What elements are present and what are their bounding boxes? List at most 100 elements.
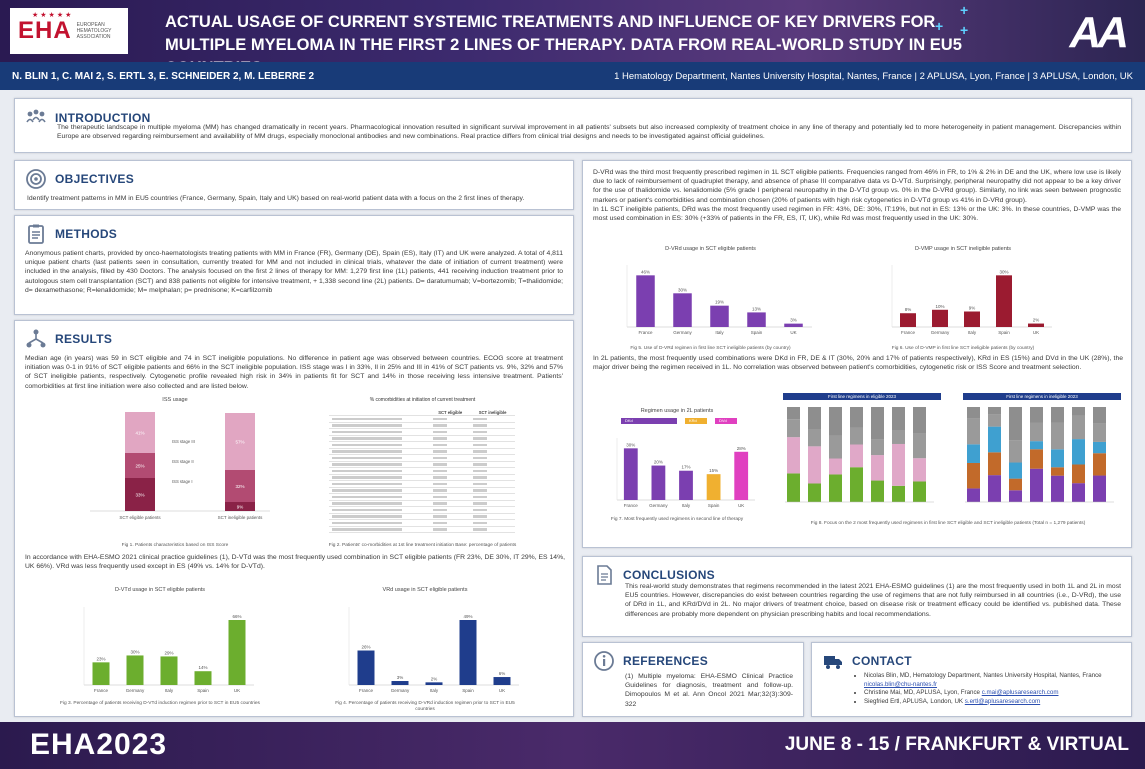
contact-item: Nicolas Blin, MD, Hematology Department,… bbox=[864, 672, 1121, 689]
stack-segment bbox=[871, 439, 884, 456]
section-title: CONCLUSIONS bbox=[623, 568, 715, 582]
data-label: 9% bbox=[969, 306, 976, 311]
tick-label: France bbox=[94, 688, 109, 693]
stack-segment bbox=[850, 444, 863, 468]
table-cell bbox=[470, 513, 515, 520]
data-label: 15% bbox=[709, 468, 718, 473]
table-cell bbox=[430, 461, 471, 468]
bar bbox=[996, 275, 1012, 327]
bar bbox=[784, 323, 803, 327]
stack-segment bbox=[787, 473, 800, 502]
table-cell bbox=[430, 454, 471, 462]
tick-label: UK bbox=[499, 688, 505, 693]
table-cell bbox=[329, 422, 431, 429]
figure-title: D-VMP usage in SCT ineligible patients bbox=[914, 246, 1012, 252]
table-cell bbox=[329, 513, 431, 520]
plus-decoration-icon: + bbox=[960, 2, 969, 18]
stack-segment bbox=[1030, 441, 1043, 450]
stack-segment bbox=[1051, 407, 1064, 423]
stack-segment bbox=[1030, 422, 1043, 442]
stack-segment bbox=[1093, 423, 1106, 442]
contact-panel: CONTACT Nicolas Blin, MD, Hematology Dep… bbox=[811, 642, 1132, 717]
table-cell bbox=[470, 487, 515, 494]
stack-segment bbox=[1009, 407, 1022, 441]
regimen-chip: KRd bbox=[685, 418, 707, 424]
table-cell bbox=[470, 461, 515, 468]
figure-title: % comorbidities at initiation of current… bbox=[369, 397, 476, 403]
data-label: 49% bbox=[463, 614, 472, 619]
info-icon bbox=[594, 651, 614, 671]
eligible-stacked-chart bbox=[785, 407, 934, 503]
section-title: CONTACT bbox=[852, 654, 912, 668]
section-title: INTRODUCTION bbox=[55, 111, 151, 125]
section-header: METHODS bbox=[25, 223, 563, 245]
data-label: 32% bbox=[235, 484, 244, 489]
stack-segment bbox=[967, 462, 980, 489]
data-label: 30% bbox=[678, 287, 687, 292]
network-icon bbox=[26, 329, 46, 348]
stack-segment bbox=[225, 413, 255, 470]
tick-label: France bbox=[359, 688, 374, 693]
stack-segment bbox=[967, 407, 980, 419]
data-label: 25% bbox=[135, 464, 144, 469]
table-row bbox=[329, 467, 515, 475]
column-header: SCT ineligible bbox=[470, 409, 515, 416]
tick-label: France bbox=[624, 503, 639, 508]
table-cell bbox=[329, 435, 431, 442]
tick-label: UK bbox=[234, 688, 240, 693]
tick-label: France bbox=[638, 330, 653, 335]
stack-segment bbox=[988, 414, 1001, 427]
table-cell bbox=[430, 519, 471, 527]
table-row bbox=[329, 513, 515, 520]
legend-entry: ISS stage I bbox=[172, 479, 192, 484]
introduction-text: The therapeutic landscape in multiple my… bbox=[57, 124, 1121, 141]
comorbidities-table: SCT eligible SCT ineligible bbox=[329, 409, 515, 533]
table-cell bbox=[470, 415, 515, 423]
figure-eligible-regimens-2023: First line regimens in eligible 2023 bbox=[773, 391, 943, 519]
contact-text: Nicolas Blin, MD, Hematology Department,… bbox=[864, 672, 1102, 679]
contact-item: Siegfried Ertl, APLUSA, London, UK s.ert… bbox=[864, 698, 1121, 707]
column-header bbox=[329, 409, 431, 416]
stack-segment bbox=[892, 407, 905, 431]
contact-email-link[interactable]: c.mai@aplusaresearch.com bbox=[981, 689, 1059, 697]
stack-segment bbox=[787, 407, 800, 420]
results-continued-text-2: In 1L SCT ineligible patients, DRd was t… bbox=[593, 205, 1121, 223]
table-row bbox=[329, 487, 515, 494]
figure-title: VRd usage in SCT eligible patients bbox=[382, 587, 468, 593]
contact-email-link[interactable]: s.ertl@aplusaresearch.com bbox=[964, 697, 1041, 705]
table-cell bbox=[470, 526, 515, 533]
stack-segment bbox=[850, 407, 863, 428]
section-header: RESULTS bbox=[25, 328, 563, 350]
tick-label: Spain bbox=[197, 688, 209, 693]
data-label: 46% bbox=[641, 269, 650, 274]
partner-logo: AA bbox=[1069, 8, 1129, 57]
stack-segment bbox=[871, 455, 884, 481]
objectives-text: Identify treatment patterns in MM in EU5… bbox=[27, 195, 525, 202]
tick-label: UK bbox=[738, 503, 744, 508]
table-cell bbox=[329, 454, 431, 462]
table-cell bbox=[470, 435, 515, 442]
stack-segment bbox=[967, 488, 980, 502]
legend-entry: ISS stage II bbox=[172, 459, 194, 464]
stack-segment bbox=[787, 419, 800, 438]
stack-segment bbox=[967, 418, 980, 445]
data-label: 41% bbox=[135, 431, 144, 436]
stack-segment bbox=[829, 435, 842, 459]
results-continued-text-3: In 2L patients, the most frequently used… bbox=[593, 355, 1123, 372]
data-label: 8% bbox=[905, 307, 912, 312]
table-cell bbox=[329, 474, 431, 481]
table-cell bbox=[329, 519, 431, 527]
regimen-2l-bar-chart: 30% France 20% Germany 17% Italy 15% Spain 28% UK bbox=[616, 438, 755, 508]
dvtd-bar-chart: 23% France 30% Germany 29% Italy 14% Spain 66% UK bbox=[83, 607, 254, 693]
bar bbox=[636, 275, 655, 327]
table-row bbox=[329, 441, 515, 449]
table-row bbox=[329, 519, 515, 527]
regimen-chips: DKd KRd DVd bbox=[621, 418, 761, 424]
table-cell bbox=[329, 461, 431, 468]
data-label: 33% bbox=[135, 493, 144, 498]
tick-label: Italy bbox=[715, 330, 724, 335]
table-cell bbox=[470, 474, 515, 481]
table-cell bbox=[329, 487, 431, 494]
contact-email-link[interactable]: nicolas.blin@chu-nantes.fr bbox=[864, 680, 938, 688]
figure-title: ISS usage bbox=[162, 397, 188, 403]
